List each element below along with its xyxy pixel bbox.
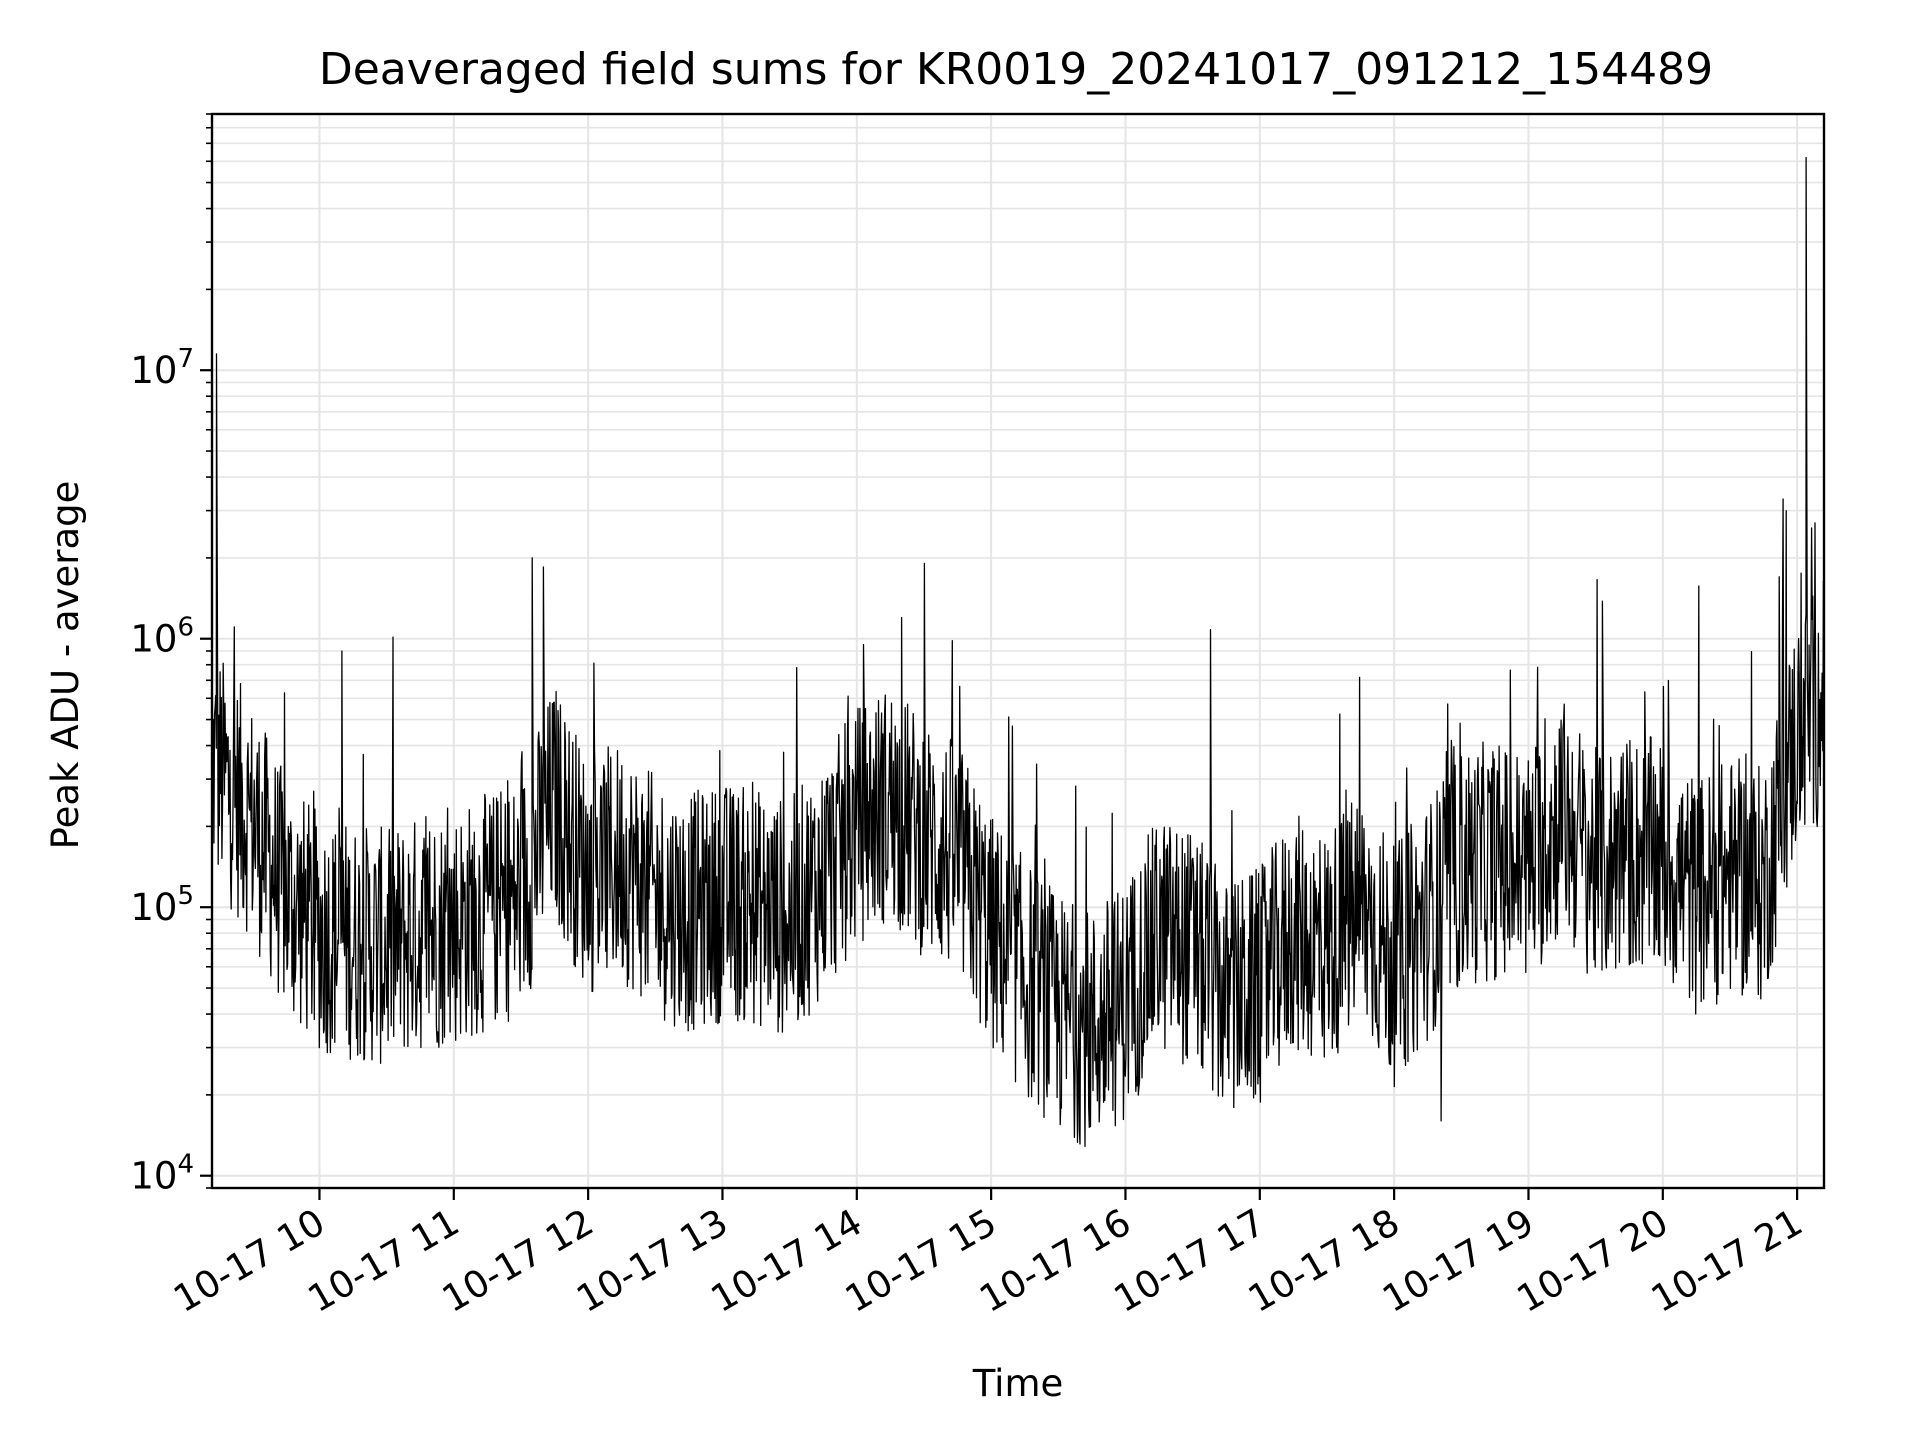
grid xyxy=(212,113,1824,1189)
y-tick-label-exponent: 4 xyxy=(177,1150,194,1180)
x-tick-label: 10-17 12 xyxy=(435,1201,601,1321)
y-tick-label: 105 xyxy=(130,881,194,929)
y-tick-label-exponent: 7 xyxy=(177,344,194,374)
y-tick-label-base: 10 xyxy=(130,1155,177,1198)
y-tick-label: 104 xyxy=(130,1150,194,1198)
y-tick-label-exponent: 6 xyxy=(177,613,194,643)
x-tick-label: 10-17 21 xyxy=(1644,1201,1810,1321)
x-tick-label: 10-17 14 xyxy=(704,1201,870,1321)
x-tick-label: 10-17 20 xyxy=(1510,1201,1676,1321)
chart-title: Deaveraged field sums for KR0019_2024101… xyxy=(319,44,1713,95)
y-tick-label: 107 xyxy=(130,344,194,392)
y-tick-label-base: 10 xyxy=(130,886,177,929)
x-tick-label: 10-17 16 xyxy=(972,1201,1138,1321)
x-tick-label: 10-17 19 xyxy=(1375,1201,1541,1321)
y-tick-label-base: 10 xyxy=(130,349,177,392)
y-tick-label-exponent: 5 xyxy=(177,881,194,911)
x-tick-label: 10-17 15 xyxy=(838,1201,1004,1321)
x-tick-label: 10-17 11 xyxy=(301,1201,467,1321)
plot-area xyxy=(211,156,1825,1148)
x-tick-label: 10-17 18 xyxy=(1241,1201,1407,1321)
x-tick-label: 10-17 10 xyxy=(166,1201,332,1321)
series-line xyxy=(211,156,1825,1148)
y-tick-label: 106 xyxy=(130,613,194,661)
y-tick-label-base: 10 xyxy=(130,618,177,661)
x-tick-label: 10-17 13 xyxy=(569,1201,735,1321)
x-axis-label: Time xyxy=(972,1362,1064,1405)
y-axis-label: Peak ADU - average xyxy=(44,481,87,850)
x-tick-label: 10-17 17 xyxy=(1107,1201,1273,1321)
